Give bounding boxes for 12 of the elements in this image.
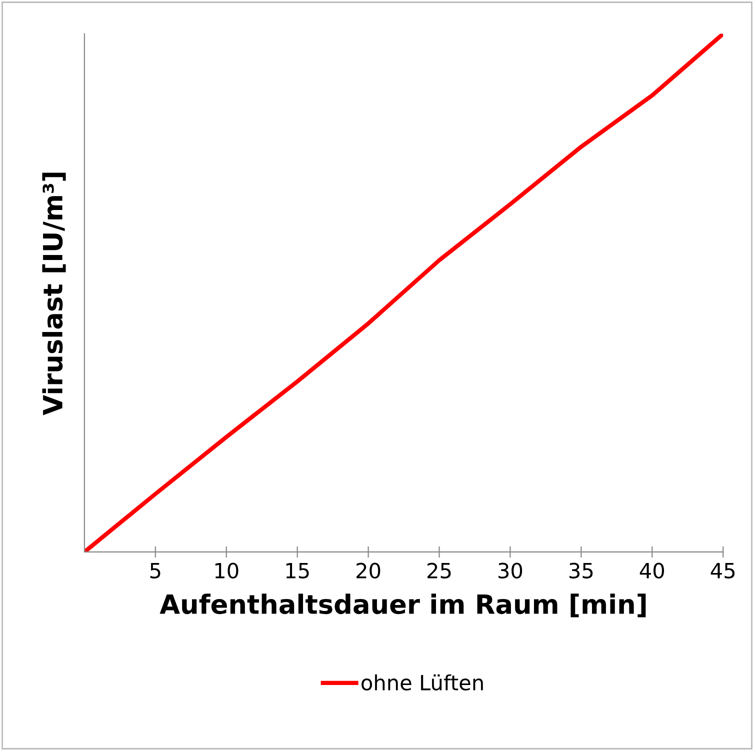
x-tick-label: 30 xyxy=(498,562,522,579)
x-tick-label: 40 xyxy=(640,562,664,579)
x-tick-label: 35 xyxy=(570,562,593,579)
y-axis-title: Viruslast [IU/m³] xyxy=(42,172,66,416)
x-tick-label: 25 xyxy=(428,562,451,579)
x-tick-label: 45 xyxy=(710,563,735,579)
legend-label: ohne Lüften xyxy=(362,674,483,690)
x-tick-label: 10 xyxy=(215,562,238,579)
x-tick-label: 20 xyxy=(356,562,380,579)
x-tick-label: 15 xyxy=(286,563,309,579)
x-axis-title: Aufenthaltsdauer im Raum [min] xyxy=(160,594,646,618)
x-tick-label: 5 xyxy=(150,563,160,579)
